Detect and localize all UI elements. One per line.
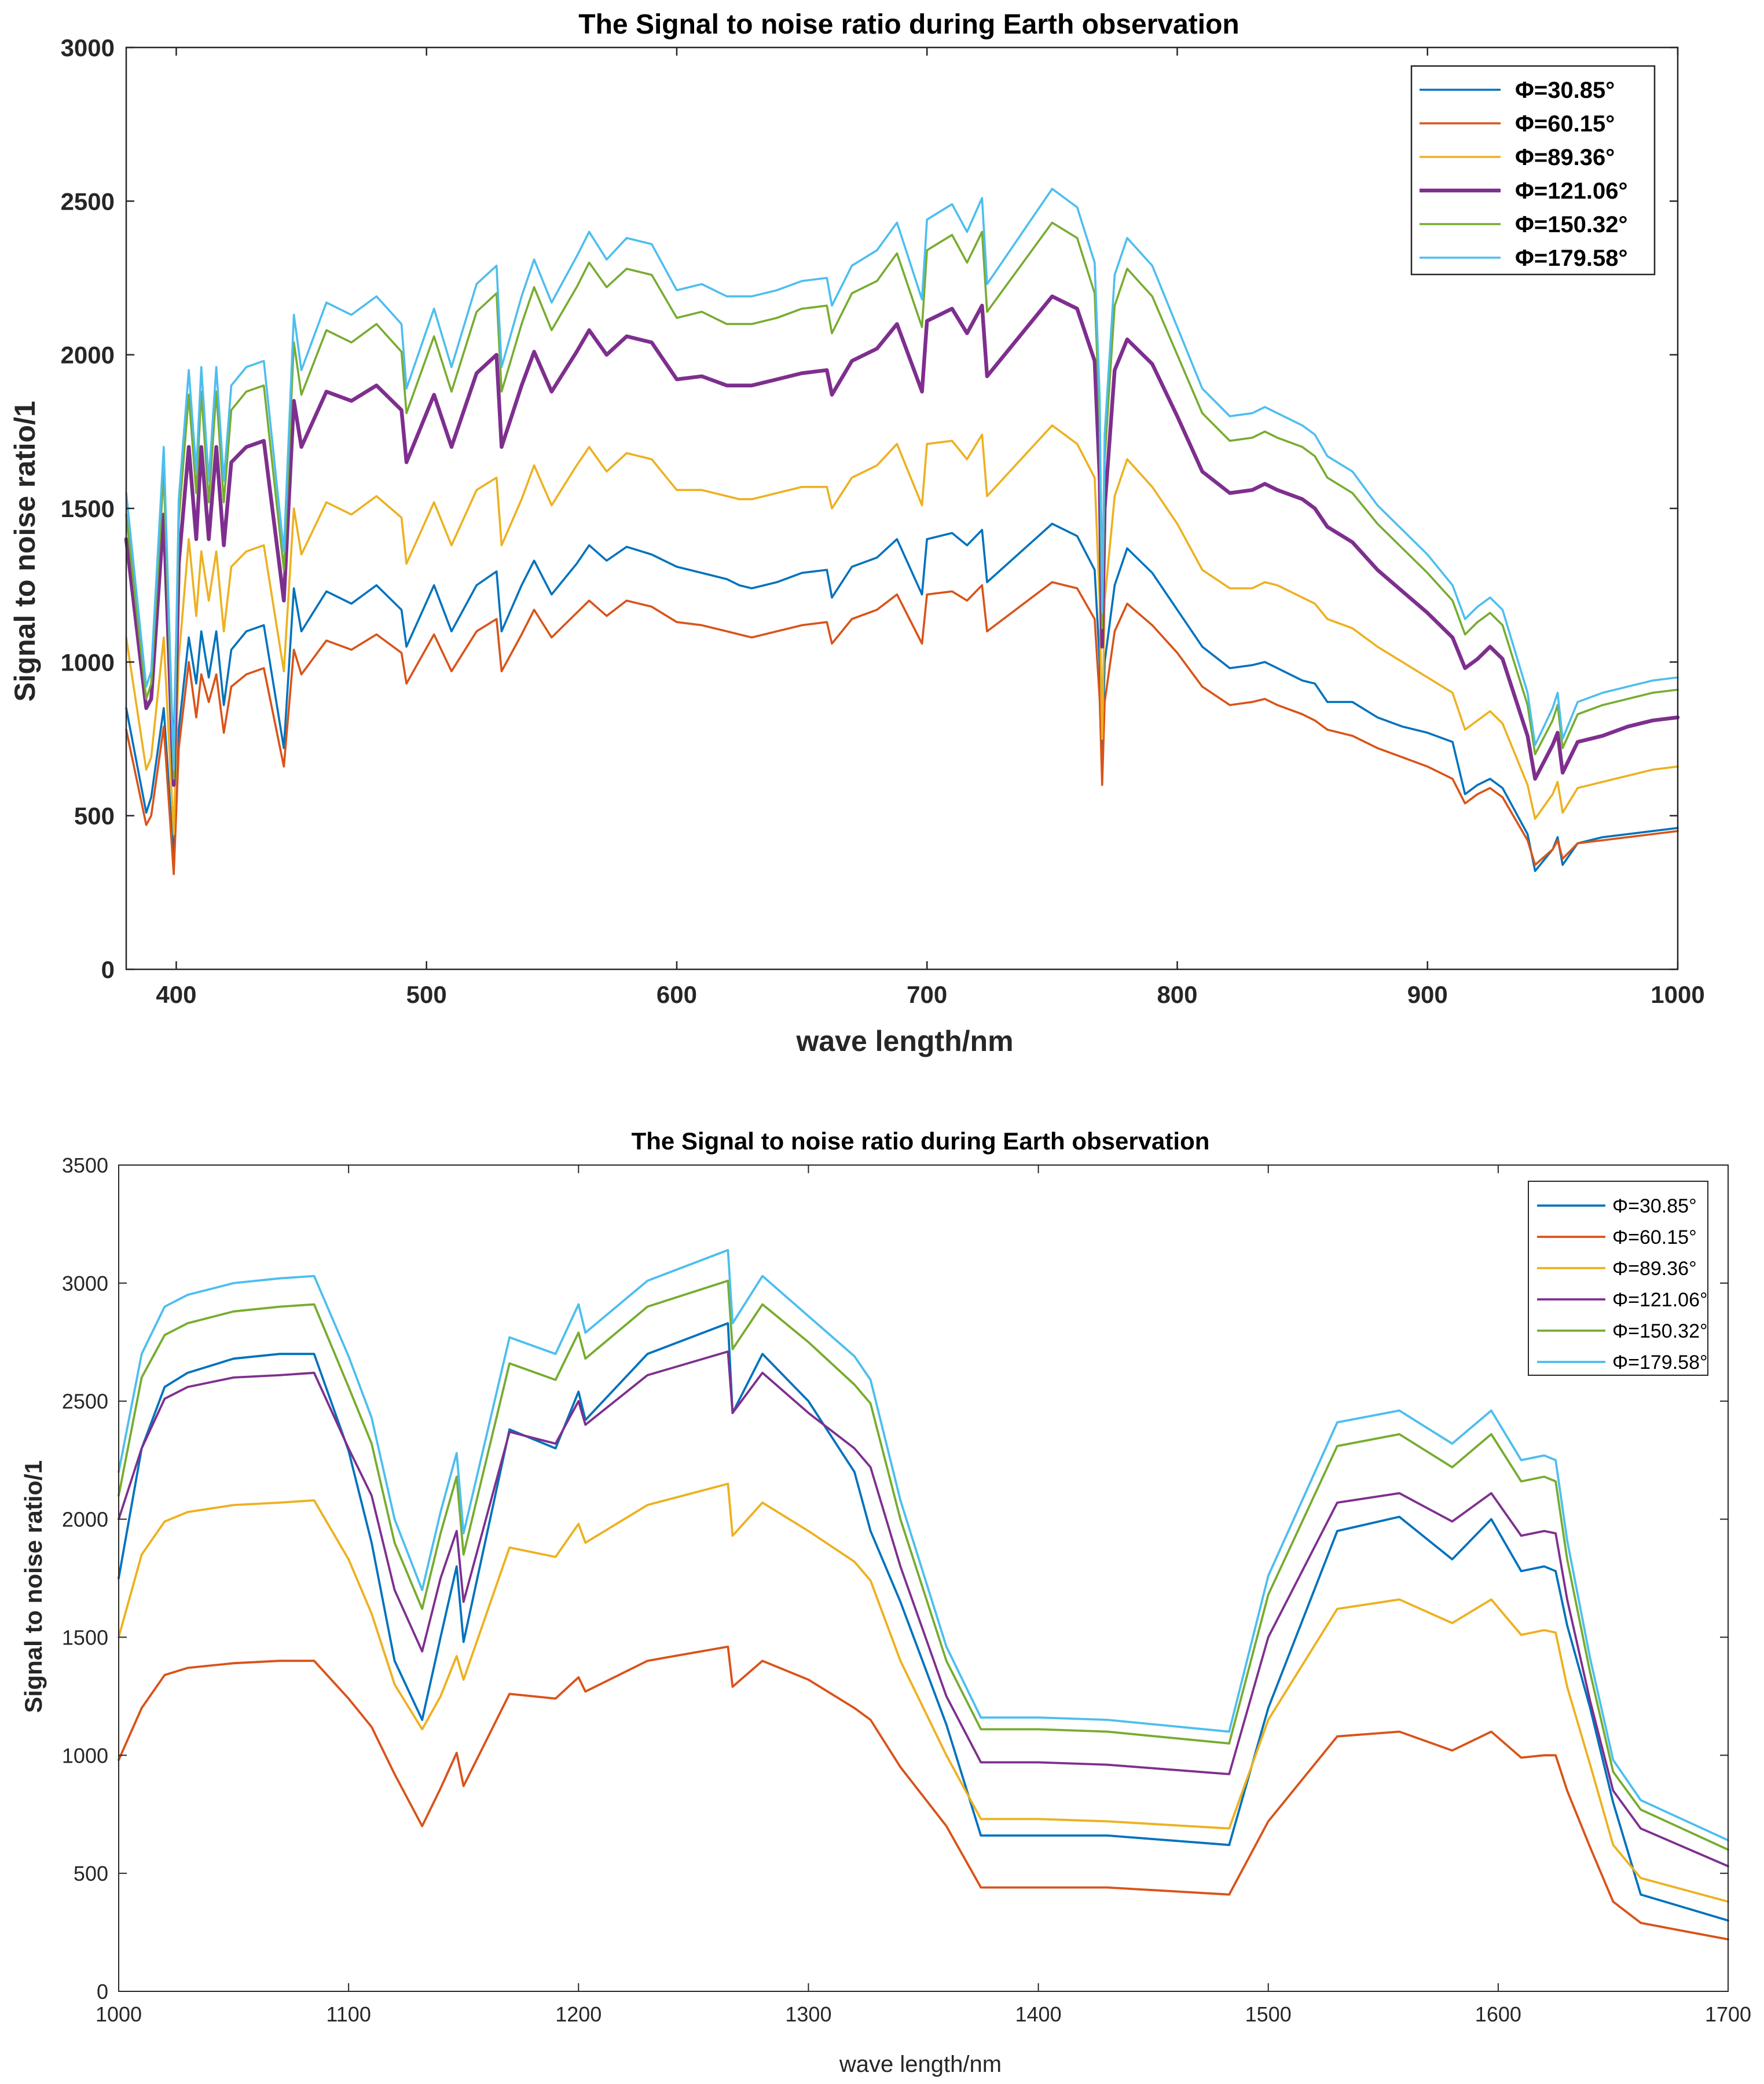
chart-bottom-legend-label-5: Φ=150.32°: [1612, 1320, 1708, 1342]
chart-bottom-y-tick-label: 3500: [62, 1153, 108, 1177]
chart-bottom-legend-box: [1528, 1181, 1708, 1376]
chart-bottom-x-tick-label: 1300: [785, 2002, 831, 2026]
chart-top-x-axis-label: wave length/nm: [795, 1025, 1013, 1057]
chart-bottom-series-line-1: [118, 1322, 1729, 1922]
chart-top-series-line-2: [125, 581, 1679, 876]
chart-top-y-tick-label: 1500: [61, 495, 115, 522]
chart-top-series-line-5: [125, 221, 1679, 780]
chart-top-y-tick-label: 0: [101, 956, 115, 983]
chart-top-y-tick-label: 3000: [61, 34, 115, 61]
chart-top-series-line-4: [124, 294, 1680, 787]
chart-top-series-group: [124, 188, 1680, 876]
chart-bottom-series-line-6: [118, 1248, 1729, 1841]
chart-top-x-tick-label: 800: [1157, 981, 1197, 1008]
chart-bottom-x-tick-label: 1600: [1475, 2002, 1521, 2026]
chart-bottom-legend-label-2: Φ=60.15°: [1612, 1226, 1697, 1248]
chart-bottom-x-tick-label: 1200: [555, 2002, 602, 2026]
chart-top-title: The Signal to noise ratio during Earth o…: [578, 9, 1239, 40]
chart-bottom-legend-label-3: Φ=89.36°: [1612, 1258, 1697, 1280]
chart-top-x-tick-label: 1000: [1651, 981, 1704, 1008]
chart-bottom-legend-label-4: Φ=121.06°: [1612, 1289, 1708, 1311]
chart-bottom-y-tick-label: 2000: [62, 1508, 108, 1532]
chart-bottom-x-axis-label: wave length/nm: [839, 2052, 1002, 2077]
chart-bottom-y-axis-label: Signal to noise ratio/1: [20, 1460, 47, 1713]
chart-top-x-tick-label: 500: [406, 981, 447, 1008]
chart-top-x-tick-label: 600: [657, 981, 697, 1008]
chart-top-x-tick-label: 900: [1407, 981, 1448, 1008]
chart-bottom-x-tick-label: 1400: [1015, 2002, 1062, 2026]
chart-bottom-x-tick-label: 1500: [1245, 2002, 1292, 2026]
chart-top-legend-label-5: Φ=150.32°: [1515, 212, 1628, 237]
chart-bottom-y-tick-label: 1500: [62, 1625, 108, 1649]
chart-top-y-tick-label: 2500: [61, 188, 115, 215]
chart-bottom-legend-label-1: Φ=30.85°: [1612, 1195, 1697, 1217]
chart-bottom-x-tick-label: 1000: [96, 2002, 142, 2026]
chart-bottom-series-line-4: [118, 1350, 1729, 1867]
chart-top-series-line-6: [125, 188, 1679, 771]
chart-top-axes: 400 500 600 700 800 900 1000 0 500 1000 1500 2000 25…: [61, 34, 1705, 1008]
chart-bottom-y-tick-label: 3000: [62, 1272, 108, 1295]
chart-bottom-legend-label-6: Φ=179.58°: [1612, 1352, 1708, 1374]
chart-top-legend-label-1: Φ=30.85°: [1515, 78, 1615, 103]
chart-bottom-x-tick-label: 1100: [326, 2002, 371, 2026]
chart-bottom-y-tick-label: 2500: [62, 1390, 108, 1413]
chart-top-x-tick-label: 700: [907, 981, 947, 1008]
chart-bottom-title: The Signal to noise ratio during Earth o…: [632, 1127, 1210, 1155]
chart-bottom-axes-frame: [118, 1164, 1729, 1992]
chart-top-legend-label-2: Φ=60.15°: [1515, 111, 1615, 137]
chart-bottom-axes: 1000 1100 1200 1300 1400 1500 1600 1700 0 500 1000…: [62, 1153, 1751, 2026]
chart-top-series-line-3: [125, 424, 1679, 836]
chart-bottom-series-line-3: [118, 1482, 1729, 1903]
chart-bottom-series-group: [118, 1248, 1729, 1941]
chart-bottom-y-tick-label: 1000: [62, 1744, 108, 1767]
chart-top-legend-label-3: Φ=89.36°: [1515, 145, 1615, 170]
chart-bottom-y-tick-label: 0: [97, 1980, 108, 2004]
chart-top-y-tick-label: 500: [74, 803, 115, 830]
chart-bottom-legend: Φ=30.85° Φ=60.15° Φ=89.36° Φ=121.06° Φ=150.3…: [1528, 1181, 1708, 1376]
chart-top-x-tick-label: 400: [156, 981, 196, 1008]
chart-bottom-series-line-5: [118, 1279, 1729, 1851]
chart-bottom-series-line-2: [118, 1645, 1729, 1941]
chart-top-legend-label-4: Φ=121.06°: [1515, 178, 1628, 204]
chart-top-series-line-1: [125, 522, 1679, 872]
chart-top: The Signal to noise ratio during Earth o…: [9, 9, 1705, 1057]
chart-top-y-tick-label: 1000: [61, 649, 115, 676]
chart-bottom-y-tick-label: 500: [74, 1862, 108, 1885]
chart-top-y-tick-label: 2000: [61, 342, 115, 369]
chart-top-y-axis-label: Signal to noise ratio/1: [9, 401, 41, 702]
chart-bottom: The Signal to noise ratio during Earth o…: [20, 1127, 1751, 2077]
chart-bottom-x-tick-label: 1700: [1705, 2002, 1751, 2026]
chart-top-legend-label-6: Φ=179.58°: [1515, 246, 1628, 271]
chart-top-legend-box: [1410, 65, 1656, 276]
chart-bottom-plot-area: [119, 1165, 1728, 1991]
chart-top-legend: Φ=30.85° Φ=60.15° Φ=89.36° Φ=121.06° Φ=150.3…: [1410, 65, 1656, 276]
